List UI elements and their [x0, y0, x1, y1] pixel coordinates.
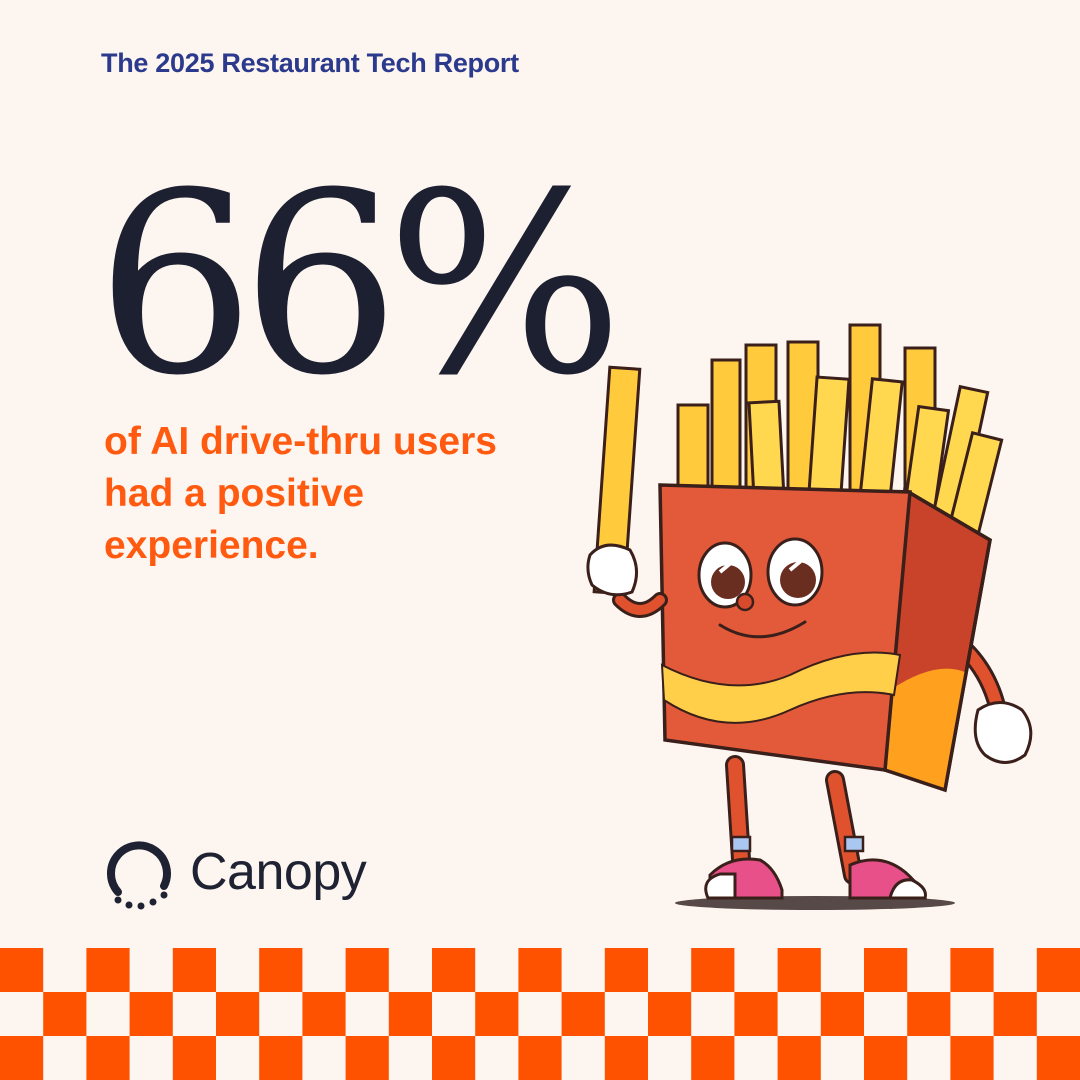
- checker-square: [172, 1036, 216, 1080]
- checker-square: [907, 992, 951, 1036]
- checker-square: [43, 992, 87, 1036]
- canopy-logo: Canopy: [100, 832, 367, 912]
- checker-square: [86, 948, 130, 992]
- checker-square: [604, 1036, 648, 1080]
- stat-caption: of AI drive-thru users had a positive ex…: [104, 416, 574, 572]
- checker-square: [432, 1036, 476, 1080]
- canopy-logo-icon: [107, 841, 171, 910]
- checker-square: [129, 992, 173, 1036]
- checker-square: [345, 948, 389, 992]
- checkered-border: [0, 948, 1080, 1080]
- checker-square: [388, 992, 432, 1036]
- checker-square: [216, 992, 260, 1036]
- checker-square: [993, 992, 1037, 1036]
- checker-square: [604, 948, 648, 992]
- french-fries-mascot-icon: [586, 323, 1033, 910]
- checker-square: [648, 992, 692, 1036]
- stat-caption-line: of AI drive-thru users: [104, 420, 497, 463]
- checker-square: [518, 948, 562, 992]
- report-title: The 2025 Restaurant Tech Report: [101, 48, 519, 78]
- checker-square: [259, 1036, 303, 1080]
- checker-square: [691, 948, 735, 992]
- checker-square: [475, 992, 519, 1036]
- stat-caption-line: had a positive: [104, 472, 365, 515]
- brand-name: Canopy: [190, 843, 367, 901]
- checker-square: [0, 1036, 44, 1080]
- checker-square: [1036, 1036, 1080, 1080]
- checker-square: [864, 948, 908, 992]
- checker-square: [820, 992, 864, 1036]
- checker-square: [0, 948, 44, 992]
- checker-square: [777, 948, 821, 992]
- checker-square: [691, 1036, 735, 1080]
- checker-square: [302, 992, 346, 1036]
- checker-square: [1036, 948, 1080, 992]
- checker-square: [432, 948, 476, 992]
- checker-square: [86, 1036, 130, 1080]
- stat-value: 66%: [96, 139, 624, 430]
- checker-square: [864, 1036, 908, 1080]
- checker-square: [950, 1036, 994, 1080]
- checker-square: [561, 992, 605, 1036]
- checker-square: [518, 1036, 562, 1080]
- checker-square: [345, 1036, 389, 1080]
- checker-square: [734, 992, 778, 1036]
- checker-square: [259, 948, 303, 992]
- checker-square: [777, 1036, 821, 1080]
- stat-caption-line: experience.: [104, 524, 319, 567]
- checker-square: [950, 948, 994, 992]
- checker-square: [172, 948, 216, 992]
